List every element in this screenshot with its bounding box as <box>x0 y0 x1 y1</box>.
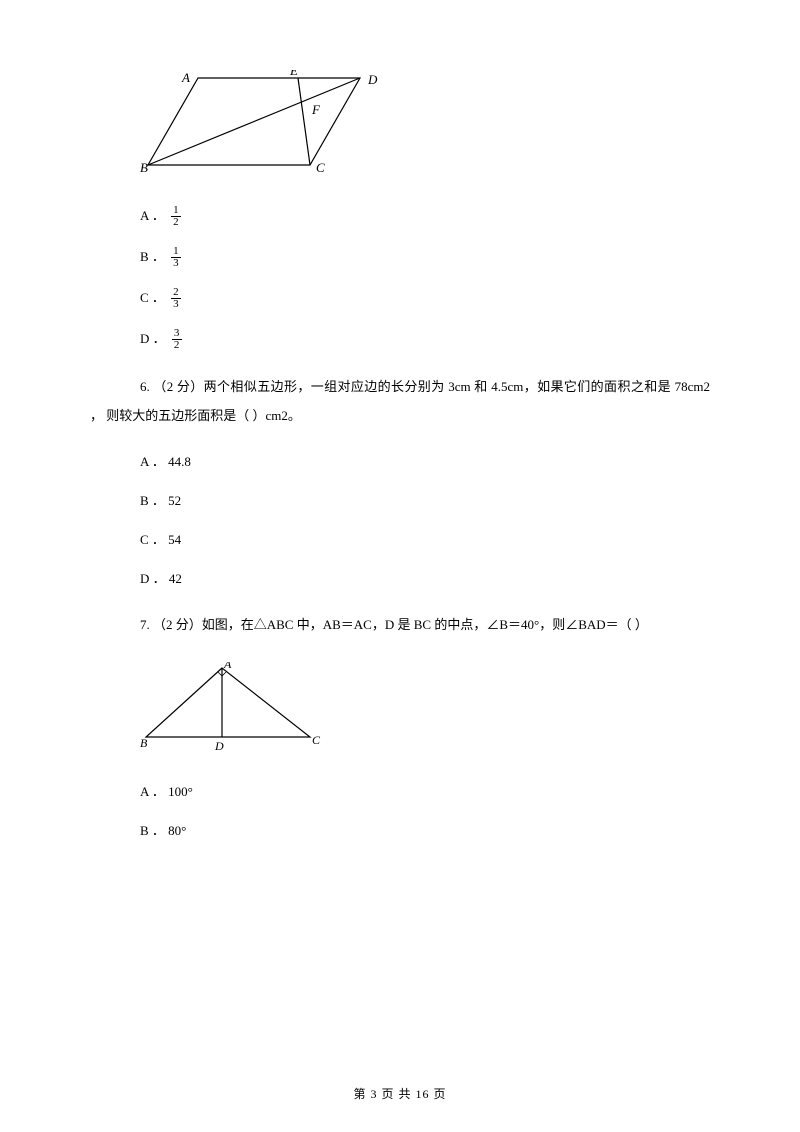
q6-option-d: D ． 42 <box>140 569 710 590</box>
q6-option-c: C ． 54 <box>140 530 710 551</box>
q5-option-d: D ． 3 2 <box>140 328 710 351</box>
label-f: F <box>311 102 321 117</box>
triangle-svg: A B D C <box>140 662 325 757</box>
fraction-icon: 2 3 <box>171 287 181 310</box>
figure-triangle: A B D C <box>140 662 710 762</box>
q6-text: 6. （2 分）两个相似五边形，一组对应边的长分别为 3cm 和 4.5cm，如… <box>90 373 710 430</box>
option-letter: C ． <box>140 288 165 309</box>
label-a: A <box>223 662 232 671</box>
q6-option-a: A ． 44.8 <box>140 452 710 473</box>
q7-option-a: A ． 100° <box>140 782 710 803</box>
option-letter: D ． <box>140 329 166 350</box>
label-e: E <box>289 70 298 78</box>
q6-option-b: B ． 52 <box>140 491 710 512</box>
question-6: 6. （2 分）两个相似五边形，一组对应边的长分别为 3cm 和 4.5cm，如… <box>90 373 710 430</box>
figure-parallelogram: A E D F B C <box>140 70 710 185</box>
label-d: D <box>214 739 224 753</box>
label-c: C <box>316 160 325 175</box>
label-a: A <box>181 70 190 85</box>
option-letter: A ． <box>140 206 165 227</box>
page-content: A E D F B C A ． 1 2 B ． 1 3 C ． 2 3 D ． … <box>0 0 800 900</box>
label-b: B <box>140 736 148 750</box>
question-7: 7. （2 分）如图，在△ABC 中，AB＝AC，D 是 BC 的中点，∠B＝4… <box>90 611 710 640</box>
fraction-icon: 1 2 <box>171 205 181 228</box>
page-footer: 第 3 页 共 16 页 <box>0 1085 800 1102</box>
fraction-icon: 1 3 <box>171 246 181 269</box>
parallelogram-svg: A E D F B C <box>140 70 390 180</box>
fraction-icon: 3 2 <box>172 328 182 351</box>
option-letter: B ． <box>140 247 165 268</box>
label-b: B <box>140 160 148 175</box>
label-c: C <box>312 733 321 747</box>
q5-option-b: B ． 1 3 <box>140 246 710 269</box>
q5-option-c: C ． 2 3 <box>140 287 710 310</box>
q7-option-b: B ． 80° <box>140 821 710 842</box>
q7-text: 7. （2 分）如图，在△ABC 中，AB＝AC，D 是 BC 的中点，∠B＝4… <box>90 611 710 640</box>
q5-option-a: A ． 1 2 <box>140 205 710 228</box>
label-d: D <box>367 72 378 87</box>
